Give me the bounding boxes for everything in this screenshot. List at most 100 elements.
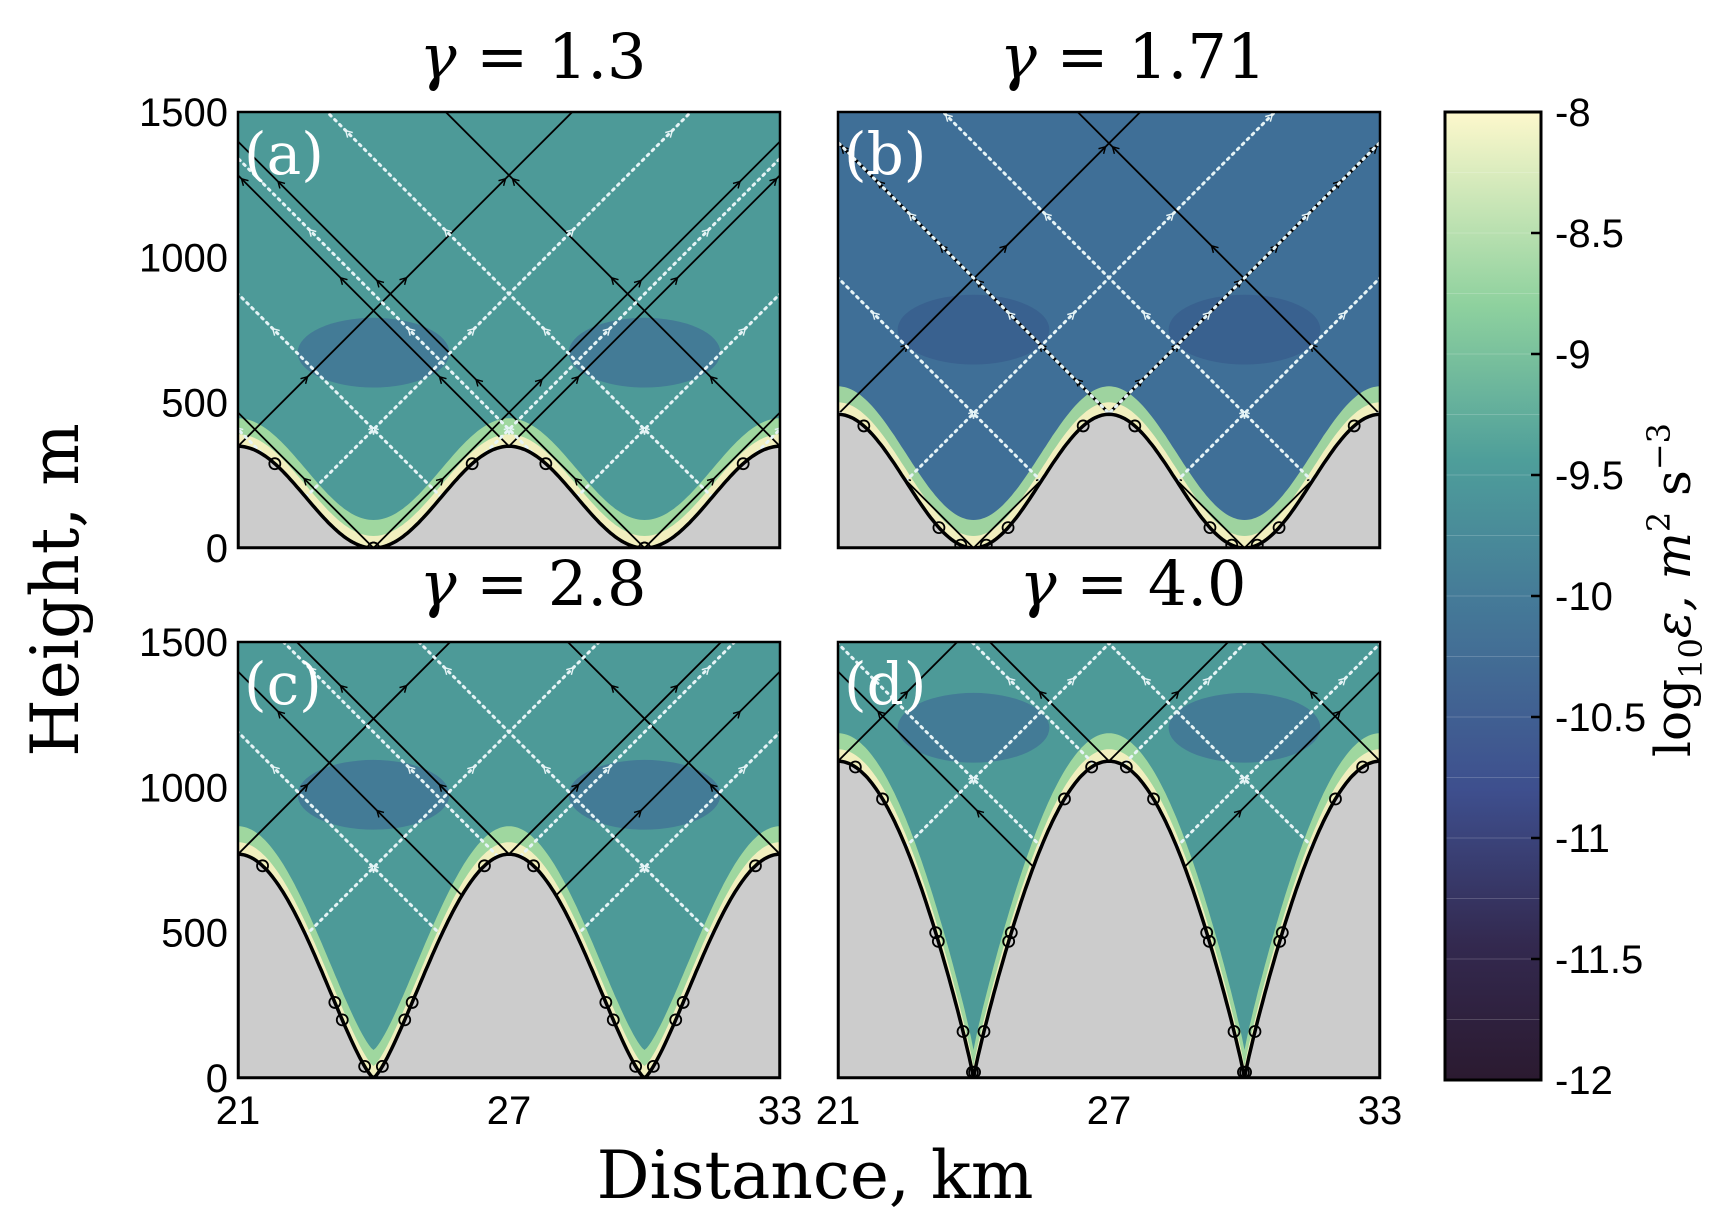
reflection-point — [954, 538, 968, 548]
ray-white-dotted — [281, 642, 579, 937]
ray-black — [372, 140, 780, 548]
ray-black — [238, 140, 646, 548]
ray-black — [238, 173, 510, 448]
reflection-point — [1275, 926, 1289, 940]
reflection-point — [478, 859, 491, 873]
reflection-point — [1248, 1025, 1262, 1038]
reflection-point — [676, 996, 690, 1009]
reflection-point — [1200, 926, 1214, 940]
reflection-point — [1347, 419, 1361, 433]
ray-white-dotted — [838, 140, 1179, 483]
reflection-point — [638, 541, 651, 548]
ray-black — [838, 140, 1246, 548]
reflection-point — [328, 996, 342, 1009]
panel-frame — [836, 640, 1382, 1080]
panel-b-title: γ = 1.71 — [1000, 20, 1266, 93]
reflection-point — [358, 1059, 372, 1073]
ray-black — [508, 642, 723, 856]
reflection-point — [1250, 538, 1264, 548]
ray-white-dotted — [575, 729, 780, 937]
low-dissipation-region — [568, 759, 721, 830]
reflection-point — [876, 792, 889, 806]
y-axis-label: Height, m — [17, 423, 94, 757]
reflection-point — [606, 1013, 620, 1027]
reflection-point — [1119, 760, 1133, 774]
y-tick-label: 1500 — [139, 621, 228, 665]
reflection-point — [1002, 934, 1016, 948]
reflection-point — [1356, 760, 1370, 774]
y-tick-label: 0 — [206, 1057, 228, 1101]
topography — [238, 444, 780, 548]
panel-letter: (a) — [244, 120, 324, 188]
ray-white-dotted — [238, 729, 443, 937]
y-tick-label: 1000 — [139, 766, 228, 810]
ray-black — [1379, 759, 1380, 763]
x-axis-label: Distance, km — [597, 1137, 1034, 1214]
colorbar-tick-label: -11 — [1555, 817, 1610, 861]
reflection-point — [1076, 419, 1090, 433]
y-tick-labels-top: 0 500 1000 1500 — [139, 91, 228, 571]
reflection-point — [335, 1013, 349, 1027]
reflection-point — [405, 996, 419, 1009]
ray-black — [238, 112, 574, 448]
panel-c: (c) — [236, 640, 782, 1080]
ray-black — [838, 112, 1142, 416]
reflection-point — [1273, 934, 1287, 948]
panel-frame — [836, 110, 1382, 550]
panel-b: (b) — [836, 110, 1382, 550]
reflection-point — [527, 859, 540, 873]
reflection-point — [669, 1013, 683, 1027]
reflection-point — [1001, 521, 1015, 535]
ray-white-dotted — [1105, 642, 1314, 849]
ray-black — [238, 642, 452, 856]
colorbar: -8 -8.5 -9 -9.5 -10 -10.5 -11 -11.5 -12 — [1443, 91, 1646, 1103]
reflection-point — [857, 419, 871, 433]
low-dissipation-region — [297, 759, 450, 830]
panel-letter: (d) — [844, 650, 926, 718]
reflection-point — [1128, 419, 1142, 433]
reflection-point — [1203, 521, 1217, 535]
reflection-point — [256, 859, 269, 873]
ray-white-dotted — [969, 642, 1179, 849]
panel-frame — [236, 640, 782, 1080]
reflection-point — [599, 996, 613, 1009]
x-tick-label: 33 — [758, 1089, 803, 1133]
colorbar-tick-label: -11.5 — [1555, 938, 1643, 982]
ray-black — [444, 112, 780, 448]
reflection-point — [931, 934, 945, 948]
reflection-point — [629, 1059, 643, 1073]
reflection-point — [736, 457, 750, 471]
reflection-point — [929, 926, 943, 940]
ray-white-dotted — [238, 291, 443, 499]
reflection-point — [1004, 926, 1018, 940]
ray-white-dotted — [238, 156, 579, 499]
ray-white-dotted — [439, 642, 737, 937]
y-tick-label: 0 — [206, 527, 228, 571]
ray-white-dotted — [324, 112, 714, 499]
reflection-point — [977, 1025, 991, 1038]
colorbar-tick-label: -8.5 — [1555, 212, 1624, 256]
ray-white-dotted — [838, 642, 1043, 849]
reflection-point — [932, 521, 946, 535]
reflection-point — [1272, 521, 1286, 535]
reflection-point — [539, 457, 553, 471]
topography — [238, 852, 780, 1078]
ray-white-dotted — [1175, 642, 1380, 849]
colorbar-label: log10ε, m2 s−3 — [1640, 423, 1710, 757]
ray-white-dotted — [940, 112, 1314, 483]
panel-d: (d) — [836, 640, 1382, 1080]
colorbar-tick-label: -8 — [1555, 91, 1591, 135]
reflection-point — [848, 760, 862, 774]
colorbar-tick-label: -9 — [1555, 333, 1591, 377]
y-tick-label: 500 — [161, 382, 228, 426]
reflection-point — [465, 457, 479, 471]
topography — [838, 412, 1380, 548]
ray-black — [238, 444, 239, 448]
y-tick-label: 500 — [161, 912, 228, 956]
reflection-point — [367, 541, 380, 548]
ray-white-dotted — [904, 112, 1278, 483]
colorbar-tick-label: -10 — [1555, 575, 1613, 619]
topography — [838, 759, 1380, 1078]
reflection-point — [1147, 792, 1160, 806]
y-tick-label: 1500 — [139, 91, 228, 135]
